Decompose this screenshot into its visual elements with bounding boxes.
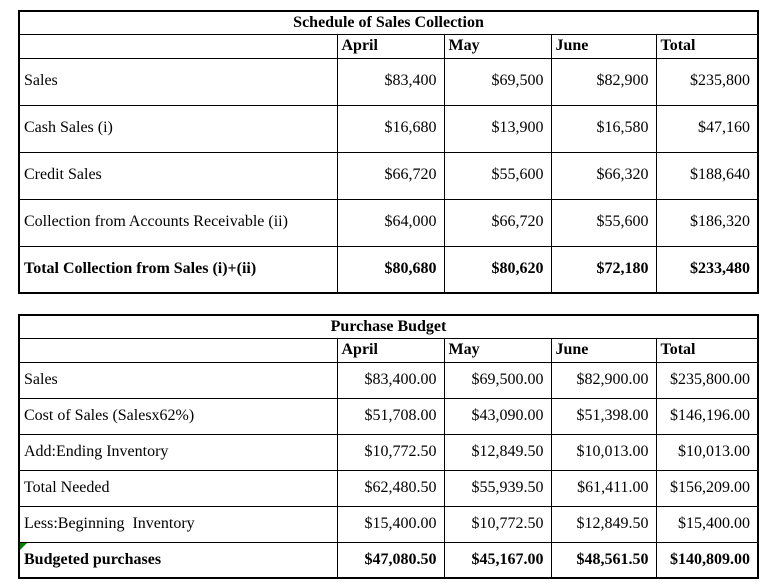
value-cell: $16,580 [550, 104, 657, 153]
value-cell: $43,090.00 [443, 397, 552, 435]
value-cell: $47,160 [655, 104, 759, 153]
value-cell: $233,480 [655, 245, 759, 294]
value-cell: $82,900 [550, 57, 657, 106]
table-title: Purchase Budget [18, 314, 759, 339]
value-cell: $55,939.50 [443, 469, 552, 507]
value-cell: $80,680 [336, 245, 445, 294]
sales-collection-table: Schedule of Sales Collection April May June… [18, 10, 760, 294]
table-title-row: Purchase Budget [18, 314, 759, 339]
table-row: Collection from Accounts Receivable (ii)… [18, 198, 759, 247]
corner-cell [18, 337, 338, 363]
value-cell: $12,849.50 [550, 505, 657, 543]
value-cell: $10,772.50 [336, 433, 445, 471]
row-label: Add:Ending Inventory [18, 433, 338, 471]
table-row: Credit Sales $66,720 $55,600 $66,320 $188,64… [18, 151, 759, 200]
value-cell: $186,320 [655, 198, 759, 247]
column-header-total: Total [655, 337, 759, 363]
purchase-budget-table-body: Purchase Budget April May June Total Sales $83… [18, 314, 759, 579]
table-title: Schedule of Sales Collection [18, 10, 759, 35]
column-header-june: June [550, 33, 657, 59]
value-cell: $83,400.00 [336, 361, 445, 399]
row-label: Collection from Accounts Receivable (ii) [18, 198, 338, 247]
value-cell: $16,680 [336, 104, 445, 153]
value-cell: $69,500 [443, 57, 552, 106]
value-cell: $10,772.50 [443, 505, 552, 543]
column-header-april: April [336, 33, 445, 59]
column-header-april: April [336, 337, 445, 363]
row-label: Cost of Sales (Salesx62%) [18, 397, 338, 435]
value-cell: $15,400.00 [655, 505, 759, 543]
column-header-may: May [443, 33, 552, 59]
purchase-budget-table: Purchase Budget April May June Total Sales $83… [18, 314, 759, 579]
value-cell: $156,209.00 [655, 469, 759, 507]
row-label: Credit Sales [18, 151, 338, 200]
row-label: Cash Sales (i) [18, 104, 338, 153]
column-header-row: April May June Total [18, 33, 759, 59]
value-cell: $10,013.00 [550, 433, 657, 471]
value-cell: $188,640 [655, 151, 759, 200]
value-cell: $48,561.50 [550, 541, 657, 579]
row-label: Total Needed [18, 469, 338, 507]
row-label: Sales [18, 361, 338, 399]
row-label: Budgeted purchases [18, 541, 338, 579]
table-row: Total Collection from Sales (i)+(ii) $80,… [18, 245, 759, 294]
value-cell: $15,400.00 [336, 505, 445, 543]
value-cell: $61,411.00 [550, 469, 657, 507]
value-cell: $69,500.00 [443, 361, 552, 399]
value-cell: $66,720 [443, 198, 552, 247]
column-header-may: May [443, 337, 552, 363]
value-cell: $235,800.00 [655, 361, 759, 399]
value-cell: $13,900 [443, 104, 552, 153]
value-cell: $12,849.50 [443, 433, 552, 471]
value-cell: $55,600 [443, 151, 552, 200]
table-row: Total Needed $62,480.50 $55,939.50 $61,411.… [18, 469, 759, 507]
table-row: Cost of Sales (Salesx62%) $51,708.00 $43,0… [18, 397, 759, 435]
table-row: Sales $83,400 $69,500 $82,900 $235,800 [18, 57, 759, 106]
value-cell: $80,620 [443, 245, 552, 294]
table-row: Add:Ending Inventory $10,772.50 $12,849.50… [18, 433, 759, 471]
value-cell: $72,180 [550, 245, 657, 294]
value-cell: $146,196.00 [655, 397, 759, 435]
table-title-row: Schedule of Sales Collection [18, 10, 759, 35]
table-row: Less:Beginning Inventory $15,400.00 $10,77… [18, 505, 759, 543]
row-label: Total Collection from Sales (i)+(ii) [18, 245, 338, 294]
value-cell: $51,708.00 [336, 397, 445, 435]
value-cell: $83,400 [336, 57, 445, 106]
green-corner-marker [20, 543, 27, 550]
value-cell: $66,720 [336, 151, 445, 200]
value-cell: $62,480.50 [336, 469, 445, 507]
value-cell: $47,080.50 [336, 541, 445, 579]
value-cell: $66,320 [550, 151, 657, 200]
value-cell: $55,600 [550, 198, 657, 247]
column-header-total: Total [655, 33, 759, 59]
value-cell: $235,800 [655, 57, 759, 106]
value-cell: $45,167.00 [443, 541, 552, 579]
sales-collection-table-body: Schedule of Sales Collection April May June… [18, 10, 759, 294]
table-row: Cash Sales (i) $16,680 $13,900 $16,580 $47,1… [18, 104, 759, 153]
value-cell: $10,013.00 [655, 433, 759, 471]
value-cell: $82,900.00 [550, 361, 657, 399]
corner-cell [18, 33, 338, 59]
table-row: Budgeted purchases $47,080.50 $45,167.00 $4… [18, 541, 759, 579]
value-cell: $140,809.00 [655, 541, 759, 579]
value-cell: $64,000 [336, 198, 445, 247]
table-row: Sales $83,400.00 $69,500.00 $82,900.00 $235,… [18, 361, 759, 399]
column-header-row: April May June Total [18, 337, 759, 363]
row-label: Less:Beginning Inventory [18, 505, 338, 543]
row-label: Sales [18, 57, 338, 106]
column-header-june: June [550, 337, 657, 363]
value-cell: $51,398.00 [550, 397, 657, 435]
